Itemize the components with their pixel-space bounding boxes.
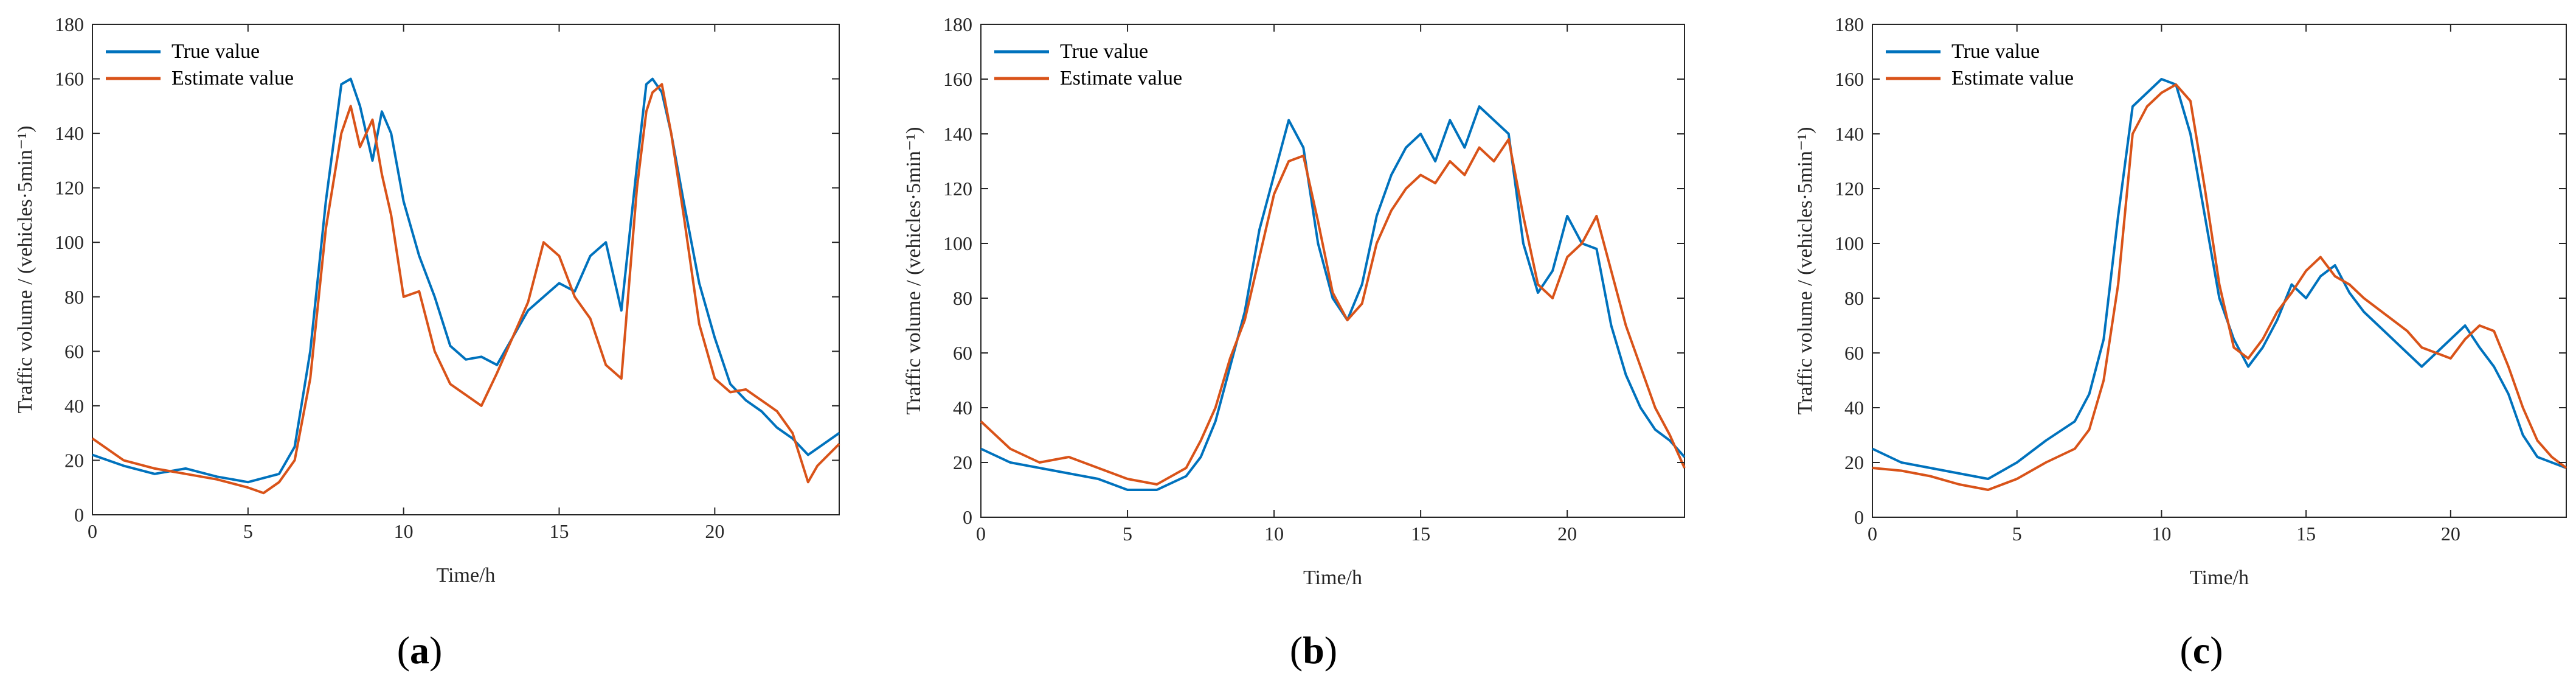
x-tick-label: 15: [550, 520, 569, 542]
y-tick-label: 0: [1854, 506, 1864, 528]
plot-frame: [1872, 24, 2567, 518]
series-line-true: [1872, 78, 2567, 480]
x-tick-label: 15: [2296, 523, 2316, 545]
plot-frame: [92, 24, 840, 515]
panel-label-open: (: [1290, 629, 1303, 672]
y-tick-label: 160: [943, 68, 972, 90]
x-tick-label: 5: [1123, 523, 1132, 545]
panel-label-close: ): [429, 629, 442, 672]
y-tick-label: 160: [1835, 68, 1864, 90]
y-tick-label: 120: [1835, 178, 1864, 200]
y-tick-label: 120: [55, 177, 84, 199]
chart-panel-b: 0 5 10 15 20 0 20 40 60 80 100 120 140 160 180 Time/h Tr…: [902, 13, 1686, 589]
panel-label-open: (: [397, 629, 410, 672]
x-tick-label: 5: [2012, 523, 2022, 545]
series-line-estimate: [1872, 83, 2567, 491]
x-tick-label: 20: [705, 520, 724, 542]
panel-label: (a): [397, 629, 443, 672]
legend-label-estimate: Estimate value: [171, 67, 294, 89]
x-tick-label: 20: [2441, 523, 2460, 545]
x-axis-label: Time/h: [436, 564, 495, 587]
y-tick-label: 40: [64, 395, 84, 417]
panel-label-letter: c: [2193, 629, 2210, 672]
y-tick-label: 40: [953, 397, 972, 419]
x-tick-label: 0: [88, 520, 97, 542]
x-tick-label: 15: [1411, 523, 1430, 545]
y-tick-label: 100: [943, 232, 972, 254]
y-tick-label: 160: [55, 68, 84, 90]
chart-panel-c: 0 5 10 15 20 0 20 40 60 80 100 120 140 160 180 Time/h Tr…: [1794, 13, 2567, 589]
y-axis-label: Traffic volume / (vehicles·5min⁻¹): [14, 126, 36, 414]
y-tick-label: 20: [64, 449, 84, 471]
plot-frame: [980, 24, 1685, 518]
series-line-true: [980, 105, 1686, 491]
panel-label: (b): [1290, 629, 1337, 672]
y-tick-label: 20: [1844, 452, 1864, 473]
y-tick-label: 140: [55, 122, 84, 144]
y-tick-label: 0: [74, 504, 84, 526]
y-tick-label: 80: [953, 287, 972, 309]
legend-label-true: True value: [1951, 40, 2040, 63]
panel-label-letter: a: [410, 629, 429, 672]
x-tick-label: 10: [1264, 523, 1284, 545]
panel-label: (c): [2180, 629, 2223, 672]
x-axis-label: Time/h: [1303, 567, 1362, 589]
y-tick-label: 180: [943, 13, 972, 35]
y-axis-label: Traffic volume / (vehicles·5min⁻¹): [902, 127, 925, 415]
x-tick-label: 10: [394, 520, 414, 542]
legend-label-true: True value: [171, 40, 260, 63]
series-line-true: [92, 77, 840, 484]
y-tick-label: 60: [1844, 342, 1864, 364]
panel-label-close: ): [1324, 629, 1337, 672]
panel-label-open: (: [2180, 629, 2192, 672]
y-tick-label: 20: [953, 452, 972, 473]
y-tick-label: 100: [55, 231, 84, 253]
y-tick-label: 100: [1835, 232, 1864, 254]
y-tick-label: 180: [1835, 13, 1864, 35]
x-tick-label: 0: [1868, 523, 1877, 545]
legend-label-true: True value: [1060, 40, 1148, 63]
y-tick-label: 140: [1835, 123, 1864, 145]
legend-label-estimate: Estimate value: [1060, 67, 1182, 89]
y-tick-label: 40: [1844, 397, 1864, 419]
chart-panel-a: 0 5 10 15 20 0 20 40 60 80 100 120 140 160 180 Time/h Tr…: [14, 13, 840, 587]
y-tick-label: 120: [943, 178, 972, 200]
y-tick-label: 0: [963, 506, 972, 528]
panel-label-letter: b: [1303, 629, 1324, 672]
x-tick-label: 5: [243, 520, 253, 542]
x-tick-label: 10: [2152, 523, 2171, 545]
y-tick-label: 140: [943, 123, 972, 145]
panel-label-close: ): [2210, 629, 2223, 672]
series-line-estimate: [980, 138, 1686, 486]
y-tick-label: 80: [1844, 287, 1864, 309]
y-tick-label: 180: [55, 13, 84, 35]
legend-label-estimate: Estimate value: [1951, 67, 2074, 89]
x-tick-label: 20: [1557, 523, 1577, 545]
y-axis-label: Traffic volume / (vehicles·5min⁻¹): [1794, 127, 1816, 415]
y-tick-label: 60: [64, 340, 84, 362]
series-line-estimate: [91, 83, 840, 495]
y-tick-label: 60: [953, 342, 972, 364]
x-axis-label: Time/h: [2190, 567, 2249, 589]
y-tick-label: 80: [64, 286, 84, 308]
x-tick-label: 0: [976, 523, 986, 545]
